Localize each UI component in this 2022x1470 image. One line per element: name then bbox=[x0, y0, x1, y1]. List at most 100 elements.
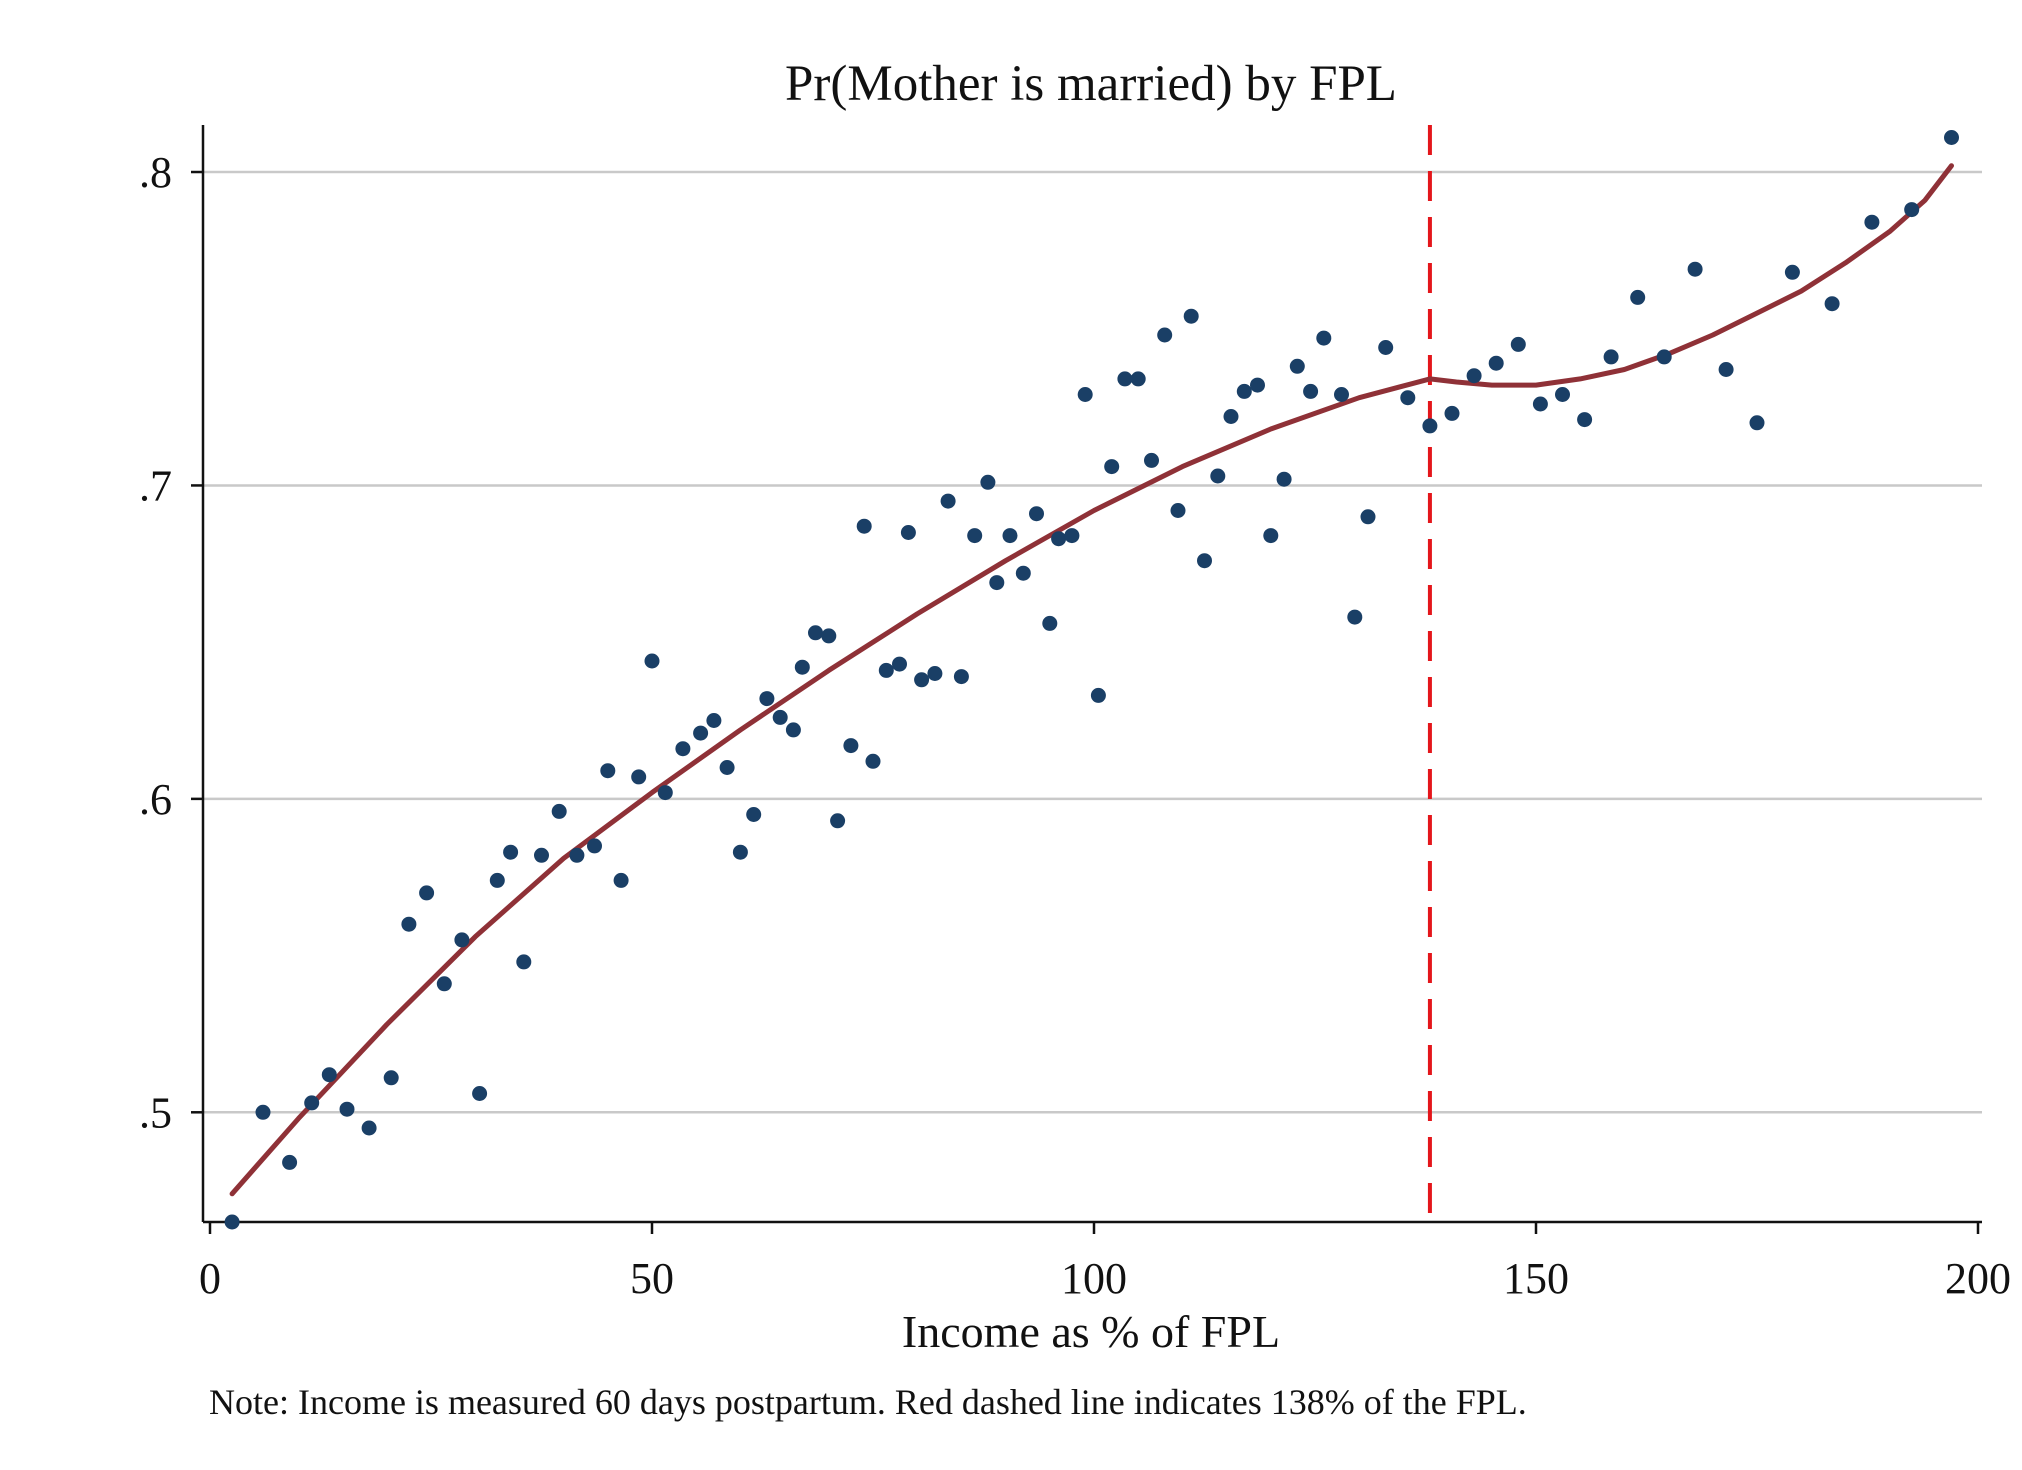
data-point bbox=[631, 769, 647, 785]
data-point bbox=[1577, 412, 1593, 428]
data-point bbox=[304, 1095, 320, 1111]
x-tick-label: 0 bbox=[199, 1254, 221, 1303]
data-point bbox=[587, 838, 602, 854]
data-point bbox=[1064, 528, 1080, 544]
x-tick-label: 100 bbox=[1061, 1254, 1127, 1303]
data-point bbox=[644, 653, 660, 669]
data-point bbox=[401, 916, 417, 932]
data-point bbox=[719, 760, 735, 775]
data-point bbox=[224, 1214, 240, 1230]
data-point bbox=[1250, 377, 1265, 393]
grid-lines bbox=[203, 170, 1982, 1114]
data-point bbox=[1656, 349, 1672, 365]
data-point bbox=[551, 803, 567, 819]
data-point bbox=[1157, 327, 1173, 343]
data-point bbox=[489, 872, 505, 888]
data-point bbox=[759, 691, 775, 707]
data-point bbox=[706, 713, 722, 728]
data-point bbox=[1718, 362, 1734, 377]
data-point bbox=[1042, 615, 1058, 631]
data-point bbox=[1117, 371, 1133, 387]
x-axis-label: Income as % of FPL bbox=[902, 1306, 1280, 1357]
data-point bbox=[1360, 509, 1376, 525]
data-point bbox=[1276, 471, 1292, 487]
x-tick-label: 200 bbox=[1945, 1254, 2011, 1303]
data-point bbox=[1603, 349, 1619, 365]
data-point bbox=[1130, 371, 1146, 387]
data-point bbox=[1197, 553, 1212, 569]
data-point bbox=[339, 1101, 355, 1117]
ticks: .5 .6 .7 .8 0 50 100 150 200 bbox=[139, 148, 2011, 1303]
data-point bbox=[1749, 415, 1765, 431]
data-point bbox=[1687, 261, 1703, 277]
data-point bbox=[914, 672, 930, 688]
data-point bbox=[1316, 330, 1332, 346]
data-point bbox=[1784, 264, 1800, 280]
data-point bbox=[1532, 396, 1548, 412]
data-point bbox=[927, 666, 943, 681]
data-point bbox=[534, 847, 549, 863]
data-point bbox=[1002, 528, 1018, 544]
x-tick-label: 50 bbox=[630, 1254, 674, 1303]
data-point bbox=[1236, 383, 1252, 399]
data-point bbox=[1210, 468, 1226, 484]
y-tick-label: .7 bbox=[139, 461, 172, 510]
data-point bbox=[1378, 340, 1394, 355]
data-point bbox=[454, 932, 470, 948]
data-point bbox=[613, 872, 629, 888]
chart-title: Pr(Mother is married) by FPL bbox=[785, 56, 1397, 112]
fit-line bbox=[1427, 163, 1954, 388]
data-point bbox=[1488, 355, 1504, 371]
data-point bbox=[675, 741, 691, 757]
data-point bbox=[1090, 687, 1106, 703]
data-point bbox=[321, 1067, 337, 1083]
data-point bbox=[808, 625, 823, 641]
data-point bbox=[856, 518, 872, 534]
data-point bbox=[419, 885, 435, 901]
axes bbox=[201, 125, 1982, 1224]
data-point bbox=[980, 474, 996, 490]
data-point bbox=[1555, 387, 1570, 402]
data-point bbox=[1183, 308, 1199, 324]
data-point bbox=[940, 493, 956, 509]
data-point bbox=[503, 844, 519, 860]
fit-line bbox=[229, 376, 1433, 1197]
data-point bbox=[1824, 296, 1840, 312]
y-tick-label: .5 bbox=[139, 1088, 172, 1137]
data-point bbox=[1223, 409, 1239, 424]
x-tick-label: 150 bbox=[1503, 1254, 1569, 1303]
data-point bbox=[1144, 452, 1159, 468]
data-point bbox=[794, 659, 810, 675]
data-point bbox=[1444, 405, 1460, 421]
data-point bbox=[1400, 390, 1416, 406]
fit-lines bbox=[229, 163, 1954, 1197]
data-point bbox=[1466, 368, 1482, 384]
data-point bbox=[843, 738, 859, 754]
data-point bbox=[1170, 503, 1186, 518]
data-point bbox=[472, 1086, 488, 1101]
data-point bbox=[383, 1070, 399, 1086]
data-point bbox=[693, 725, 709, 741]
data-point bbox=[821, 628, 837, 644]
data-point bbox=[1289, 358, 1305, 374]
data-point bbox=[282, 1154, 298, 1170]
scatter-points bbox=[224, 130, 1959, 1230]
data-point bbox=[569, 847, 585, 863]
data-point bbox=[865, 753, 881, 769]
data-point bbox=[600, 763, 616, 779]
data-point bbox=[1864, 214, 1880, 230]
data-point bbox=[255, 1104, 271, 1120]
data-point bbox=[1347, 609, 1363, 625]
data-point bbox=[746, 807, 762, 822]
data-point bbox=[1104, 459, 1120, 475]
data-point bbox=[732, 844, 748, 860]
data-point bbox=[361, 1120, 377, 1136]
data-point bbox=[900, 525, 916, 540]
data-point bbox=[989, 575, 1005, 591]
data-point bbox=[1422, 418, 1438, 434]
data-point bbox=[1051, 531, 1067, 547]
data-point bbox=[1029, 506, 1044, 522]
data-point bbox=[772, 709, 788, 725]
y-tick-label: .8 bbox=[139, 148, 172, 197]
